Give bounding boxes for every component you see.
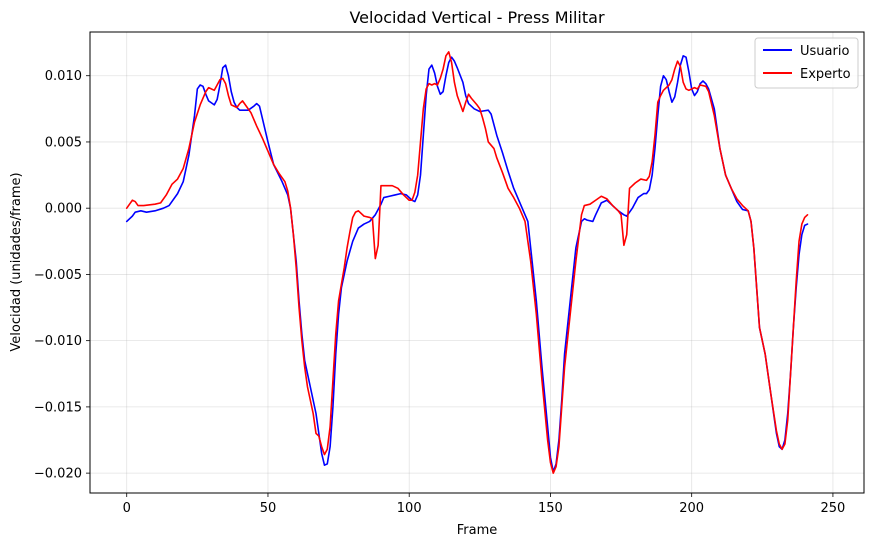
chart-title: Velocidad Vertical - Press Militar — [349, 8, 604, 27]
y-tick-label: −0.010 — [34, 334, 82, 349]
x-tick-label: 200 — [679, 501, 704, 516]
y-axis-ticks: −0.020 −0.015 −0.010 −0.005 0.000 0.005 0.010 — [34, 69, 90, 482]
series-line-experto — [125, 51, 809, 474]
series-line-usuario — [125, 55, 809, 473]
y-tick-label: 0.010 — [45, 69, 82, 84]
y-tick-label: −0.020 — [34, 467, 82, 482]
series-lines — [125, 51, 809, 474]
legend-label-experto: Experto — [800, 67, 851, 82]
x-tick-label: 50 — [260, 501, 277, 516]
y-tick-label: 0.000 — [45, 202, 82, 217]
x-tick-label: 0 — [123, 501, 131, 516]
y-tick-label: −0.005 — [34, 268, 82, 283]
x-axis-ticks: 0 50 100 150 200 250 — [123, 493, 846, 516]
legend: Usuario Experto — [754, 37, 859, 89]
y-tick-label: −0.015 — [34, 400, 82, 415]
plot-frame — [89, 31, 865, 494]
y-axis-label: Velocidad (unidades/frame) — [9, 172, 24, 351]
legend-label-usuario: Usuario — [800, 44, 849, 59]
x-tick-label: 100 — [397, 501, 422, 516]
grid — [90, 32, 864, 493]
x-axis-label: Frame — [457, 523, 498, 538]
x-tick-label: 250 — [821, 501, 846, 516]
x-tick-label: 150 — [538, 501, 563, 516]
y-tick-label: 0.005 — [45, 135, 82, 150]
